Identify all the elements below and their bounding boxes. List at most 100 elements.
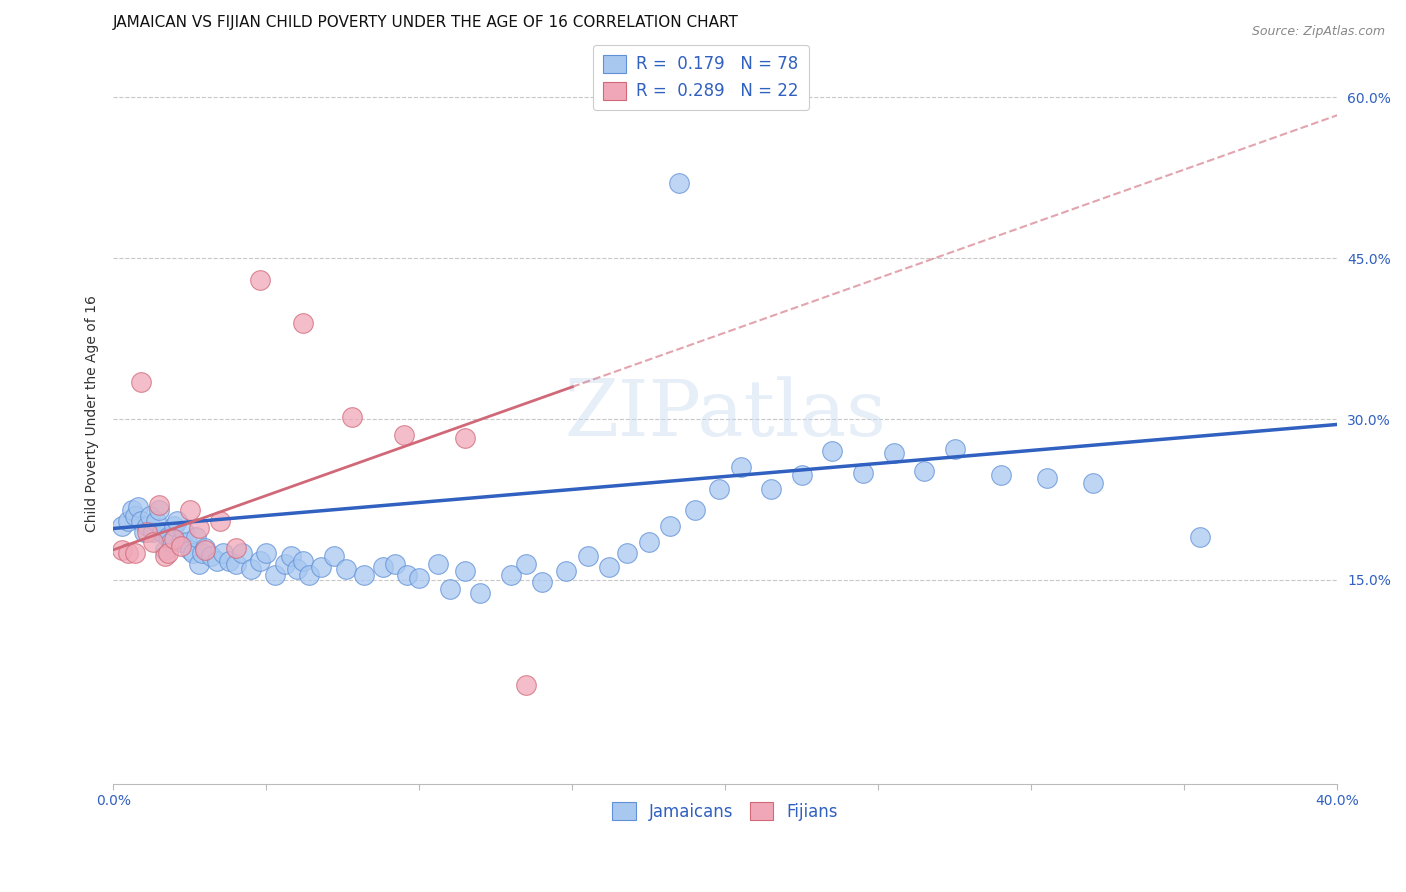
Point	[616, 546, 638, 560]
Point	[132, 524, 155, 539]
Point	[353, 567, 375, 582]
Point	[470, 586, 492, 600]
Point	[311, 560, 333, 574]
Point	[150, 524, 173, 539]
Point	[148, 498, 170, 512]
Point	[187, 521, 209, 535]
Point	[598, 560, 620, 574]
Point	[254, 546, 277, 560]
Point	[181, 546, 204, 560]
Point	[1188, 530, 1211, 544]
Point	[127, 500, 149, 514]
Point	[142, 524, 165, 539]
Point	[135, 524, 157, 539]
Point	[139, 508, 162, 523]
Point	[169, 539, 191, 553]
Point	[129, 375, 152, 389]
Point	[291, 554, 314, 568]
Point	[912, 464, 935, 478]
Point	[530, 575, 553, 590]
Point	[408, 571, 430, 585]
Point	[340, 409, 363, 424]
Point	[179, 503, 201, 517]
Point	[426, 557, 449, 571]
Point	[194, 541, 217, 555]
Point	[117, 514, 139, 528]
Point	[124, 508, 146, 523]
Point	[200, 549, 222, 564]
Point	[218, 554, 240, 568]
Point	[187, 557, 209, 571]
Point	[790, 467, 813, 482]
Point	[1035, 471, 1057, 485]
Point	[990, 467, 1012, 482]
Point	[280, 549, 302, 564]
Point	[335, 562, 357, 576]
Point	[821, 444, 844, 458]
Point	[555, 565, 578, 579]
Point	[439, 582, 461, 596]
Point	[207, 554, 229, 568]
Point	[157, 546, 180, 560]
Point	[155, 549, 177, 564]
Point	[142, 535, 165, 549]
Point	[160, 535, 183, 549]
Point	[231, 546, 253, 560]
Point	[166, 514, 188, 528]
Point	[145, 514, 167, 528]
Point	[157, 530, 180, 544]
Point	[499, 567, 522, 582]
Point	[264, 567, 287, 582]
Point	[155, 542, 177, 557]
Point	[184, 530, 207, 544]
Point	[249, 272, 271, 286]
Point	[249, 554, 271, 568]
Point	[761, 482, 783, 496]
Point	[273, 557, 295, 571]
Point	[212, 546, 235, 560]
Point	[515, 678, 537, 692]
Text: Source: ZipAtlas.com: Source: ZipAtlas.com	[1251, 25, 1385, 38]
Point	[117, 546, 139, 560]
Point	[298, 567, 321, 582]
Point	[683, 503, 706, 517]
Point	[209, 514, 232, 528]
Text: ZIPatlas: ZIPatlas	[564, 376, 886, 451]
Point	[709, 482, 731, 496]
Point	[322, 549, 344, 564]
Legend: Jamaicans, Fijians: Jamaicans, Fijians	[606, 795, 845, 827]
Point	[173, 524, 195, 539]
Point	[883, 446, 905, 460]
Point	[129, 514, 152, 528]
Point	[111, 542, 134, 557]
Point	[124, 546, 146, 560]
Point	[285, 562, 308, 576]
Point	[454, 565, 477, 579]
Point	[176, 535, 198, 549]
Point	[121, 503, 143, 517]
Point	[1081, 476, 1104, 491]
Point	[659, 519, 682, 533]
Point	[852, 466, 875, 480]
Point	[191, 546, 214, 560]
Point	[111, 519, 134, 533]
Point	[135, 519, 157, 533]
Point	[163, 532, 186, 546]
Y-axis label: Child Poverty Under the Age of 16: Child Poverty Under the Age of 16	[86, 295, 100, 533]
Point	[454, 431, 477, 445]
Point	[392, 428, 415, 442]
Point	[730, 460, 752, 475]
Point	[225, 557, 247, 571]
Point	[515, 557, 537, 571]
Point	[943, 442, 966, 456]
Point	[225, 541, 247, 555]
Point	[194, 542, 217, 557]
Point	[395, 567, 418, 582]
Text: JAMAICAN VS FIJIAN CHILD POVERTY UNDER THE AGE OF 16 CORRELATION CHART: JAMAICAN VS FIJIAN CHILD POVERTY UNDER T…	[114, 15, 740, 30]
Point	[179, 542, 201, 557]
Point	[384, 557, 406, 571]
Point	[239, 562, 262, 576]
Point	[169, 535, 191, 549]
Point	[668, 176, 690, 190]
Point	[371, 560, 394, 574]
